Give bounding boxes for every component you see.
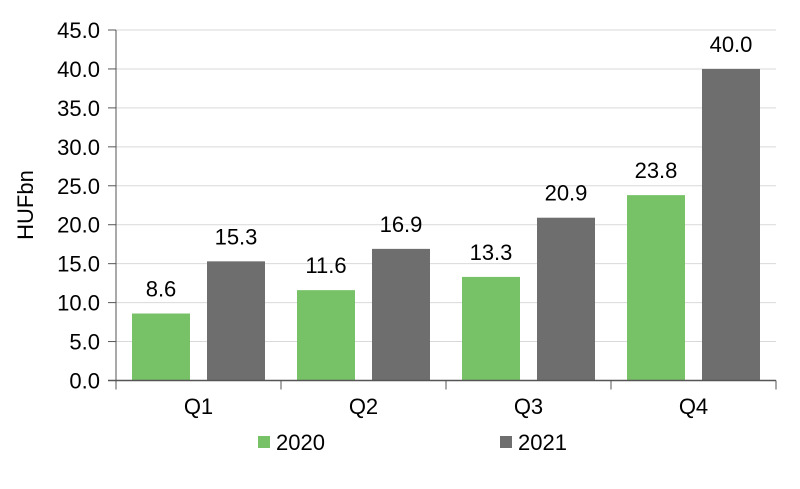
data-label: 8.6 bbox=[146, 277, 177, 302]
data-label: 40.0 bbox=[710, 32, 753, 57]
bar-2020-Q2 bbox=[297, 290, 355, 381]
data-label: 20.9 bbox=[545, 181, 588, 206]
y-tick-label: 0.0 bbox=[69, 369, 100, 394]
data-label: 13.3 bbox=[470, 240, 513, 265]
y-tick-label: 5.0 bbox=[69, 330, 100, 355]
x-tick-label: Q3 bbox=[514, 394, 543, 419]
legend-swatch-2020 bbox=[258, 436, 270, 448]
bar-2021-Q3 bbox=[537, 217, 595, 381]
x-tick-label: Q2 bbox=[349, 394, 378, 419]
y-tick-label: 15.0 bbox=[57, 252, 100, 277]
bar-2021-Q1 bbox=[207, 261, 265, 381]
y-tick-label: 30.0 bbox=[57, 135, 100, 160]
bar-2021-Q4 bbox=[702, 68, 760, 381]
data-label: 11.6 bbox=[305, 253, 346, 278]
bar-2020-Q1 bbox=[132, 313, 190, 381]
legend-label: 2021 bbox=[518, 430, 567, 455]
data-label: 15.3 bbox=[215, 224, 258, 249]
legend-label: 2020 bbox=[276, 430, 325, 455]
y-tick-label: 25.0 bbox=[57, 174, 100, 199]
y-tick-label: 20.0 bbox=[57, 213, 100, 238]
legend-swatch-2021 bbox=[500, 436, 512, 448]
x-tick-label: Q4 bbox=[679, 394, 708, 419]
x-tick-label: Q1 bbox=[184, 394, 213, 419]
y-tick-label: 40.0 bbox=[57, 57, 100, 82]
y-tick-label: 10.0 bbox=[57, 291, 100, 316]
y-tick-label: 35.0 bbox=[57, 96, 100, 121]
y-tick-label: 45.0 bbox=[57, 18, 100, 43]
data-label: 23.8 bbox=[635, 158, 678, 183]
data-label: 16.9 bbox=[380, 212, 423, 237]
y-axis-label: HUFbn bbox=[13, 170, 38, 240]
bar-2020-Q3 bbox=[462, 276, 520, 381]
bar-2021-Q2 bbox=[372, 248, 430, 381]
bar-2020-Q4 bbox=[627, 195, 685, 381]
